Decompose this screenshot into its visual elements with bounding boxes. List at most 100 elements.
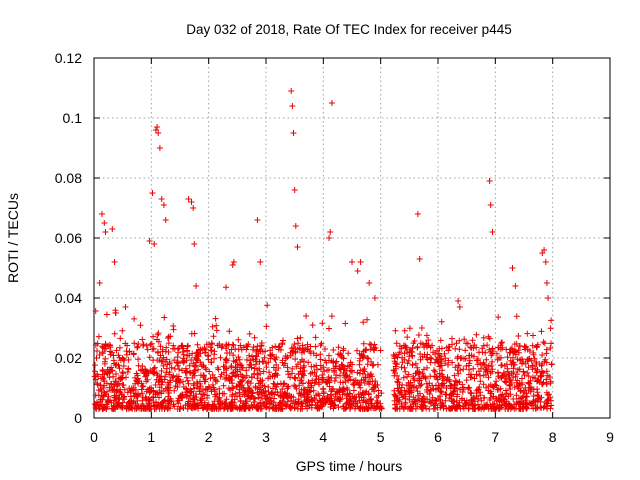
- data-point: [495, 314, 502, 321]
- x-tick-label: 1: [147, 429, 155, 445]
- data-point: [364, 316, 370, 323]
- data-point: [470, 394, 477, 401]
- data-point: [223, 356, 230, 362]
- data-point: [368, 395, 375, 402]
- data-point: [463, 377, 470, 384]
- data-point: [360, 340, 367, 347]
- data-point: [93, 406, 100, 412]
- data-point: [310, 387, 317, 394]
- data-point: [116, 344, 123, 351]
- data-point: [503, 378, 510, 385]
- data-point: [345, 350, 352, 357]
- data-point: [406, 405, 413, 412]
- data-point: [463, 397, 470, 404]
- data-point: [186, 352, 193, 359]
- data-point: [116, 375, 122, 382]
- data-point: [436, 345, 443, 352]
- data-point: [264, 396, 271, 403]
- data-point: [250, 356, 257, 363]
- data-point: [184, 377, 191, 384]
- y-tick-label: 0.1: [63, 110, 83, 126]
- data-point: [272, 356, 279, 363]
- data-point: [471, 342, 478, 349]
- data-point: [403, 382, 410, 389]
- data-point: [191, 372, 198, 379]
- data-point: [541, 340, 548, 347]
- data-point: [401, 387, 408, 394]
- data-point: [548, 340, 554, 347]
- data-point: [217, 373, 224, 380]
- data-point: [349, 393, 356, 400]
- data-point: [146, 403, 153, 410]
- data-point: [451, 372, 458, 379]
- data-point: [137, 322, 144, 329]
- data-point: [543, 346, 550, 353]
- data-point: [107, 348, 113, 355]
- data-point: [453, 397, 460, 404]
- data-point: [179, 367, 186, 374]
- data-point: [272, 343, 279, 350]
- data-point: [180, 405, 187, 411]
- data-point: [194, 384, 200, 391]
- data-point: [95, 401, 102, 408]
- data-point: [183, 385, 189, 392]
- data-point: [539, 352, 546, 358]
- data-point: [304, 396, 311, 403]
- data-point: [290, 130, 297, 136]
- data-point: [438, 318, 445, 325]
- data-point: [456, 378, 463, 385]
- data-point: [186, 362, 193, 369]
- data-point: [98, 375, 105, 382]
- data-point: [337, 351, 343, 358]
- data-point: [119, 399, 126, 406]
- data-point: [100, 403, 107, 410]
- data-point: [279, 386, 286, 393]
- data-point: [173, 359, 180, 366]
- data-point: [193, 394, 200, 401]
- data-point: [480, 342, 487, 349]
- data-point: [440, 402, 447, 408]
- data-point: [229, 373, 236, 380]
- data-point: [467, 390, 474, 397]
- data-point: [250, 346, 256, 353]
- data-point: [348, 397, 355, 404]
- data-point: [176, 366, 183, 373]
- data-point: [99, 349, 106, 355]
- data-point: [525, 373, 532, 380]
- data-point: [503, 390, 510, 397]
- data-point: [428, 355, 435, 362]
- data-point: [244, 393, 251, 400]
- data-point: [467, 344, 474, 351]
- data-point: [224, 350, 230, 356]
- data-point: [244, 380, 251, 386]
- data-point: [116, 388, 122, 395]
- data-point: [220, 405, 227, 412]
- data-point: [253, 403, 260, 410]
- data-point: [201, 378, 208, 385]
- data-point: [275, 346, 282, 353]
- data-point: [520, 359, 527, 365]
- data-point: [302, 345, 309, 351]
- data-point: [230, 259, 237, 265]
- data-point: [187, 392, 194, 399]
- data-point: [294, 335, 301, 342]
- data-point: [354, 268, 361, 274]
- data-point: [95, 333, 102, 340]
- data-point: [135, 341, 142, 347]
- data-point: [262, 403, 269, 410]
- data-point: [112, 310, 119, 316]
- data-point: [146, 398, 153, 405]
- data-point: [171, 387, 178, 394]
- data-point: [420, 398, 427, 405]
- data-point: [547, 325, 554, 332]
- data-point: [393, 401, 400, 408]
- data-point: [229, 402, 236, 409]
- data-point: [495, 404, 502, 411]
- data-point: [197, 359, 204, 366]
- data-point: [455, 298, 462, 304]
- data-point: [211, 351, 218, 358]
- data-point: [504, 354, 511, 361]
- data-point: [326, 352, 332, 359]
- data-point: [529, 374, 536, 381]
- data-point: [525, 387, 532, 393]
